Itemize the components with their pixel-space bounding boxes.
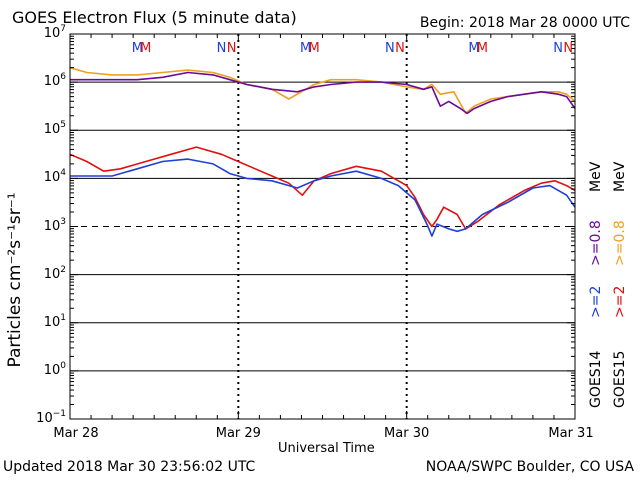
top-marker: M: [308, 41, 319, 56]
top-marker: N: [385, 41, 395, 56]
top-marker: M: [132, 41, 143, 56]
legend-mev-15: MeV: [612, 161, 628, 192]
top-marker: N: [227, 41, 237, 56]
y-tick-label: 105: [43, 120, 66, 138]
series-line: [70, 71, 576, 115]
top-marker: N: [395, 41, 405, 56]
top-marker: M: [468, 41, 479, 56]
series-line: [69, 146, 576, 230]
updated-timestamp: Updated 2018 Mar 30 23:56:02 UTC: [3, 459, 256, 475]
begin-date: Begin: 2018 Mar 28 0000 UTC: [419, 15, 630, 31]
x-tick-label: Mar 29: [215, 426, 261, 441]
legend-goes14: GOES14: [588, 350, 604, 408]
legend-goes15-08mev: >=0.8: [612, 220, 628, 266]
legend-mev-14: MeV: [588, 161, 604, 192]
credit: NOAA/SWPC Boulder, CO USA: [425, 459, 634, 475]
x-axis-label: Universal Time: [278, 441, 375, 456]
legend-goes15-2mev: >=2: [612, 285, 628, 318]
top-marker: N: [553, 41, 563, 56]
legend-goes15: GOES15: [612, 350, 628, 408]
y-tick-label: 102: [43, 264, 66, 282]
y-tick-label: 101: [43, 312, 66, 330]
top-marker: M: [477, 41, 488, 56]
y-tick-label: 10−1: [36, 409, 66, 426]
y-tick-label: 104: [43, 168, 66, 186]
x-tick-label: Mar 28: [53, 426, 99, 441]
y-tick-label: 106: [43, 72, 66, 90]
chart-title: GOES Electron Flux (5 minute data): [12, 8, 297, 27]
y-tick-label: 103: [43, 216, 66, 234]
x-tick-label: Mar 31: [548, 426, 594, 441]
top-marker: N: [563, 41, 573, 56]
series-line: [70, 158, 576, 237]
top-marker: M: [140, 41, 151, 56]
legend-goes14-2mev: >=2: [588, 285, 604, 318]
top-marker: N: [217, 41, 227, 56]
series-line: [69, 66, 576, 115]
y-tick-label: 100: [43, 360, 66, 378]
y-tick-label: 107: [43, 24, 66, 41]
x-tick-label: Mar 30: [384, 426, 430, 441]
legend-goes14-08mev: >=0.8: [588, 220, 604, 266]
top-marker: M: [300, 41, 311, 56]
